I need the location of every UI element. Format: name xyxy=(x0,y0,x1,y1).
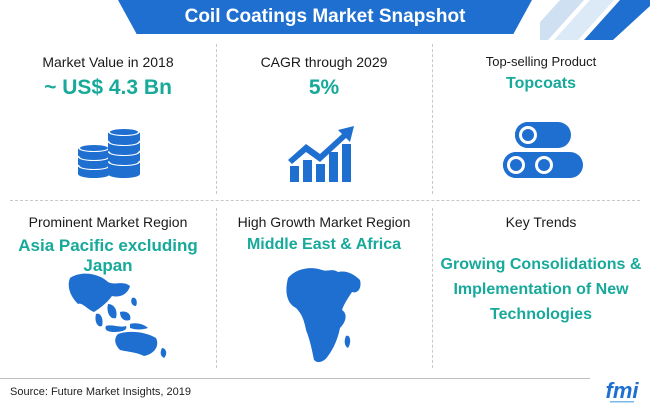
footer-divider xyxy=(0,378,590,379)
market-value-label: Market Value in 2018 xyxy=(42,54,174,70)
market-value: ~ US$ 4.3 Bn xyxy=(44,76,172,99)
divider xyxy=(216,208,217,368)
fmi-logo: fmi xyxy=(596,378,648,408)
high-growth-region-value: Middle East & Africa xyxy=(246,236,402,253)
corner-stripes-decoration xyxy=(540,0,650,40)
cagr-value: 5% xyxy=(308,76,340,99)
top-product-label: Top-selling Product xyxy=(485,54,597,69)
svg-text:fmi: fmi xyxy=(606,378,640,403)
prominent-region-label: Prominent Market Region xyxy=(28,214,188,230)
top-product-cell: Top-selling Product Topcoats xyxy=(432,54,650,93)
coin-stack-icon xyxy=(78,128,140,178)
page-title: Coil Coatings Market Snapshot xyxy=(118,0,532,34)
key-trends-label: Key Trends xyxy=(505,214,577,230)
cagr-cell: CAGR through 2029 5% xyxy=(216,54,432,100)
growth-chart-icon xyxy=(288,126,354,182)
coil-rolls-icon xyxy=(503,122,583,178)
key-trends-cell: Key Trends Growing Consolidations & Impl… xyxy=(432,214,650,327)
prominent-region-value: Asia Pacific excluding Japan xyxy=(18,236,198,275)
top-product-value: Topcoats xyxy=(506,75,576,92)
high-growth-region-cell: High Growth Market Region Middle East & … xyxy=(216,214,432,254)
divider xyxy=(432,44,433,194)
prominent-region-cell: Prominent Market Region Asia Pacific exc… xyxy=(0,214,216,276)
divider xyxy=(432,208,433,368)
high-growth-region-label: High Growth Market Region xyxy=(237,214,411,230)
source-note: Source: Future Market Insights, 2019 xyxy=(10,386,191,398)
divider xyxy=(216,44,217,194)
cagr-label: CAGR through 2029 xyxy=(260,54,388,70)
divider xyxy=(10,200,640,201)
market-value-cell: Market Value in 2018 ~ US$ 4.3 Bn xyxy=(0,54,216,100)
africa-middle-east-map-icon xyxy=(286,268,361,363)
key-trends-value: Growing Consolidations & Implementation … xyxy=(440,256,642,323)
asia-pacific-map-icon xyxy=(68,273,167,358)
